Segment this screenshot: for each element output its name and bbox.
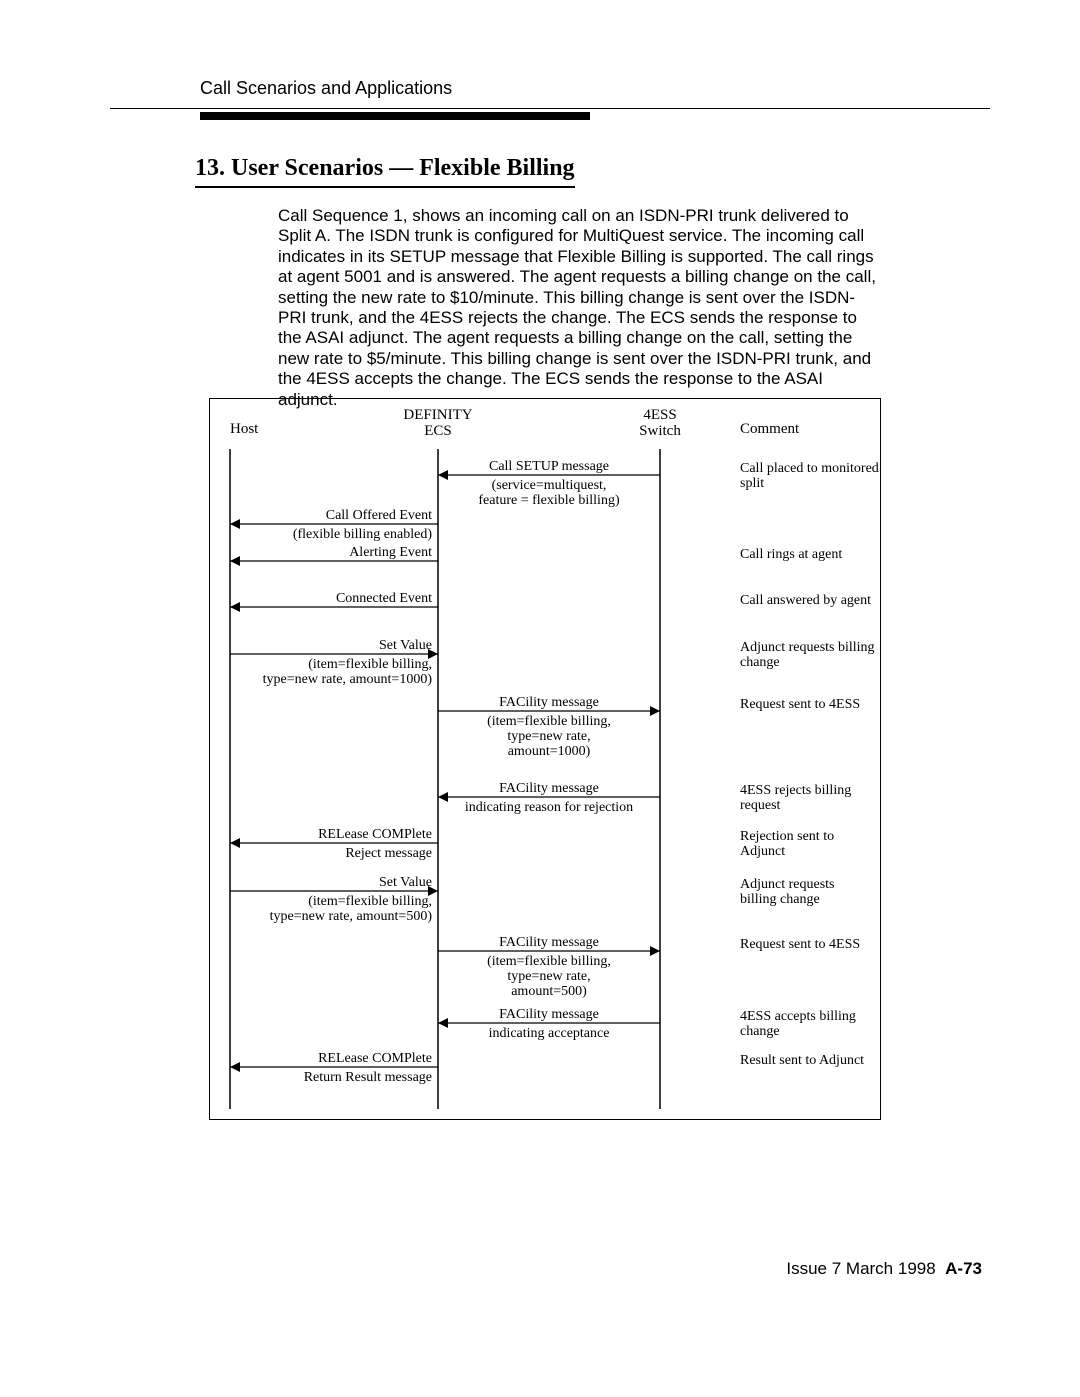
svg-text:DEFINITY: DEFINITY (403, 407, 472, 423)
svg-text:(item=flexible billing,: (item=flexible billing, (308, 894, 432, 909)
svg-text:FACility message: FACility message (499, 935, 599, 950)
section-title: 13. User Scenarios — Flexible Billing (195, 155, 575, 188)
svg-text:type=new rate, amount=500): type=new rate, amount=500) (270, 909, 433, 924)
svg-text:FACility message: FACility message (499, 1007, 599, 1022)
svg-text:change: change (740, 1024, 780, 1039)
svg-text:Request sent to 4ESS: Request sent to 4ESS (740, 697, 860, 712)
svg-text:indicating reason for rejectio: indicating reason for rejection (465, 800, 633, 815)
svg-text:Set Value: Set Value (379, 638, 432, 653)
svg-text:RELease COMPlete: RELease COMPlete (318, 1051, 432, 1066)
svg-text:Call answered by agent: Call answered by agent (740, 593, 871, 608)
sequence-diagram-svg: Host DEFINITYECS 4ESSSwitch Comment Call SET… (210, 399, 880, 1119)
svg-text:(item=flexible billing,: (item=flexible billing, (487, 954, 611, 969)
section-title-text: User Scenarios — Flexible Billing (231, 155, 575, 181)
svg-text:change: change (740, 655, 780, 670)
svg-text:feature = flexible billing): feature = flexible billing) (478, 493, 620, 508)
svg-text:Rejection sent to: Rejection sent to (740, 829, 834, 844)
svg-text:split: split (740, 476, 764, 491)
sequence-diagram: Host DEFINITYECS 4ESSSwitch Comment Call SET… (209, 398, 881, 1120)
svg-text:FACility message: FACility message (499, 781, 599, 796)
svg-text:Comment: Comment (740, 421, 800, 437)
footer-issue: Issue 7 March 1998 (786, 1259, 935, 1278)
svg-text:(service=multiquest,: (service=multiquest, (492, 478, 607, 493)
svg-text:Reject message: Reject message (345, 846, 432, 861)
svg-text:billing change: billing change (740, 892, 820, 907)
svg-text:4ESS accepts billing: 4ESS accepts billing (740, 1009, 856, 1024)
svg-text:(flexible billing enabled): (flexible billing enabled) (293, 527, 433, 542)
svg-text:type=new rate,: type=new rate, (507, 729, 590, 744)
svg-text:Adjunct requests billing: Adjunct requests billing (740, 640, 875, 655)
svg-text:Adjunct: Adjunct (740, 844, 785, 859)
svg-text:Set Value: Set Value (379, 875, 432, 890)
svg-text:Call SETUP message: Call SETUP message (489, 459, 609, 474)
svg-text:ECS: ECS (424, 423, 452, 439)
svg-text:amount=500): amount=500) (511, 984, 587, 999)
svg-text:Call placed to monitored: Call placed to monitored (740, 461, 879, 476)
section-paragraph: Call Sequence 1, shows an incoming call … (278, 206, 883, 410)
svg-text:RELease COMPlete: RELease COMPlete (318, 827, 432, 842)
page-footer: Issue 7 March 1998 A-73 (786, 1259, 982, 1279)
footer-page: A-73 (945, 1259, 982, 1278)
running-header: Call Scenarios and Applications (200, 78, 452, 99)
page: Call Scenarios and Applications 13. User… (0, 0, 1080, 1397)
svg-text:Return Result message: Return Result message (304, 1070, 432, 1085)
svg-text:Call Offered Event: Call Offered Event (326, 508, 432, 523)
svg-text:type=new rate, amount=1000): type=new rate, amount=1000) (263, 672, 433, 687)
section-number: 13. (195, 155, 225, 181)
svg-text:Result sent to Adjunct: Result sent to Adjunct (740, 1053, 864, 1068)
svg-text:Request sent to 4ESS: Request sent to 4ESS (740, 937, 860, 952)
svg-text:Adjunct requests: Adjunct requests (740, 877, 834, 892)
svg-text:(item=flexible billing,: (item=flexible billing, (487, 714, 611, 729)
header-rule (110, 108, 990, 109)
svg-text:(item=flexible billing,: (item=flexible billing, (308, 657, 432, 672)
svg-text:Alerting Event: Alerting Event (349, 545, 432, 560)
svg-text:type=new rate,: type=new rate, (507, 969, 590, 984)
header-thick-bar (200, 112, 590, 120)
svg-text:Host: Host (230, 421, 259, 437)
svg-text:Call rings at agent: Call rings at agent (740, 547, 842, 562)
svg-text:4ESS rejects billing: 4ESS rejects billing (740, 783, 851, 798)
svg-text:request: request (740, 798, 781, 813)
svg-text:4ESS: 4ESS (643, 407, 676, 423)
svg-text:Switch: Switch (639, 423, 681, 439)
svg-text:indicating acceptance: indicating acceptance (489, 1026, 610, 1041)
svg-text:amount=1000): amount=1000) (508, 744, 591, 759)
svg-text:Connected Event: Connected Event (336, 591, 432, 606)
svg-text:FACility message: FACility message (499, 695, 599, 710)
